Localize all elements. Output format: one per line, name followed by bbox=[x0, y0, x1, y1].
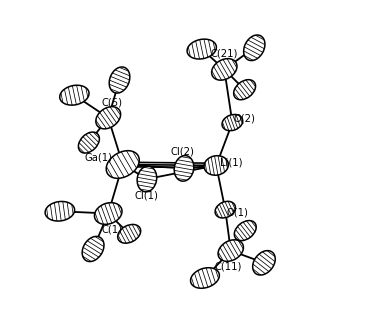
Ellipse shape bbox=[253, 251, 275, 275]
Ellipse shape bbox=[222, 114, 243, 131]
Ellipse shape bbox=[174, 156, 194, 181]
Text: O(2): O(2) bbox=[234, 113, 255, 123]
Ellipse shape bbox=[187, 39, 216, 59]
Ellipse shape bbox=[60, 85, 89, 105]
Text: O(1): O(1) bbox=[227, 207, 248, 217]
Ellipse shape bbox=[78, 132, 99, 153]
Text: Cl(2): Cl(2) bbox=[170, 147, 194, 157]
Text: C(1): C(1) bbox=[102, 225, 123, 235]
Text: Cl(1): Cl(1) bbox=[134, 191, 158, 201]
Ellipse shape bbox=[106, 151, 139, 178]
Ellipse shape bbox=[118, 224, 141, 243]
Text: C(21): C(21) bbox=[210, 48, 238, 58]
Ellipse shape bbox=[96, 107, 121, 129]
Ellipse shape bbox=[109, 67, 130, 93]
Ellipse shape bbox=[137, 166, 157, 192]
Text: Ga(1): Ga(1) bbox=[85, 152, 113, 163]
Ellipse shape bbox=[244, 35, 265, 61]
Ellipse shape bbox=[215, 201, 236, 218]
Text: C(5): C(5) bbox=[102, 97, 123, 107]
Ellipse shape bbox=[82, 237, 104, 262]
Ellipse shape bbox=[234, 220, 256, 240]
Ellipse shape bbox=[212, 59, 237, 80]
Ellipse shape bbox=[234, 80, 255, 100]
Text: Li(1): Li(1) bbox=[220, 157, 243, 167]
Text: C(11): C(11) bbox=[215, 261, 242, 271]
Ellipse shape bbox=[95, 203, 122, 224]
Ellipse shape bbox=[204, 156, 229, 175]
Ellipse shape bbox=[191, 268, 219, 288]
Ellipse shape bbox=[218, 240, 244, 261]
Ellipse shape bbox=[45, 201, 75, 221]
